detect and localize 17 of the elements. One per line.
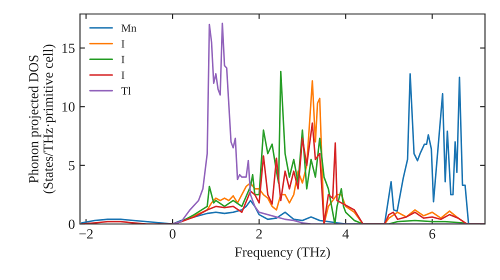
line-series [172,22,485,224]
y-tick-label: 15 [62,44,75,53]
legend-label: Tl [121,86,131,95]
y-tick-label: 0 [68,220,75,229]
legend-label: I [122,40,124,48]
x-tick-label: −2 [79,229,93,238]
x-tick-label: 6 [429,229,436,239]
x-tick-label: 4 [342,229,349,238]
x-tick-label: 2 [256,229,262,238]
legend-label: I [122,56,124,64]
x-tick-label: 0 [170,229,176,239]
legend-label: I [122,72,124,79]
y-tick-label: 5 [69,161,75,170]
y-axis-title: Phonon projected DOS (States/THz·primitive cell) [28,44,56,194]
legend-label: Mn [121,24,136,32]
y-tick-label: 10 [62,102,75,112]
x-axis-title: Frequency (THz) [234,247,330,260]
